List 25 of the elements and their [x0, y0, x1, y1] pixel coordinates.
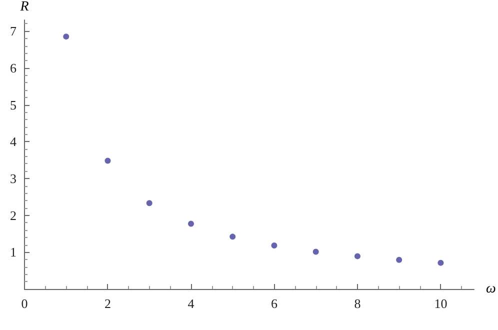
point	[396, 256, 402, 263]
point	[354, 253, 360, 260]
y-tick-label: 5	[10, 97, 16, 112]
x-tick-label: 10	[434, 296, 448, 311]
point	[146, 200, 152, 206]
y-tick-label: 6	[10, 60, 17, 76]
x-tick-label: 0	[21, 296, 28, 311]
point	[438, 260, 444, 266]
point	[230, 234, 236, 240]
y-tick-label: 3	[10, 170, 16, 186]
point	[271, 242, 278, 249]
y-tick-label: 4	[10, 134, 17, 150]
y-tick-label: 2	[10, 208, 16, 223]
y-tick-label: 7	[10, 24, 17, 39]
point	[104, 158, 111, 164]
x-tick-label: 8	[354, 296, 361, 311]
point	[63, 34, 70, 40]
x-axis-title: ω	[486, 282, 496, 296]
y-tick-label: 1	[10, 244, 16, 260]
x-tick-label: 6	[270, 296, 278, 311]
y-axis-title: R	[19, 0, 30, 14]
x-tick-label: 2	[104, 296, 111, 311]
x-tick-label: 4	[188, 296, 195, 311]
point	[312, 248, 319, 255]
point	[188, 220, 194, 227]
